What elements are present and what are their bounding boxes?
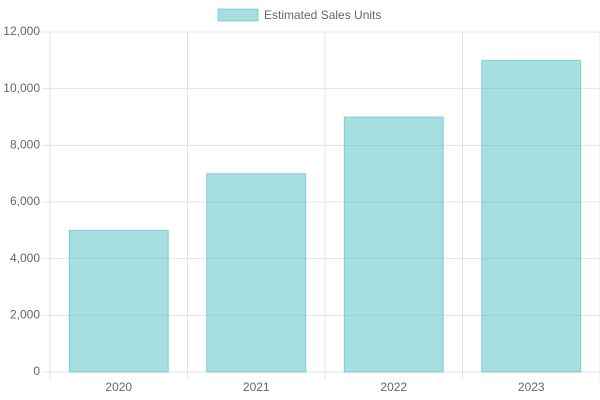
bar xyxy=(206,173,307,373)
y-tick-label: 10,000 xyxy=(3,81,40,95)
bar xyxy=(481,59,582,373)
x-tick-label: 2020 xyxy=(105,380,132,394)
y-tick-label: 0 xyxy=(33,364,40,378)
y-tick-label: 2,000 xyxy=(10,308,40,322)
x-tick-label: 2023 xyxy=(518,380,545,394)
x-tick-label: 2022 xyxy=(380,380,407,394)
y-tick-label: 4,000 xyxy=(10,251,40,265)
legend-swatch xyxy=(217,8,259,22)
y-tick-label: 6,000 xyxy=(10,194,40,208)
y-tick-label: 8,000 xyxy=(10,138,40,152)
legend-label: Estimated Sales Units xyxy=(264,8,381,22)
x-tick-label: 2021 xyxy=(243,380,270,394)
y-tick-label: 12,000 xyxy=(3,24,40,38)
bar xyxy=(68,229,169,373)
bar xyxy=(343,116,444,373)
